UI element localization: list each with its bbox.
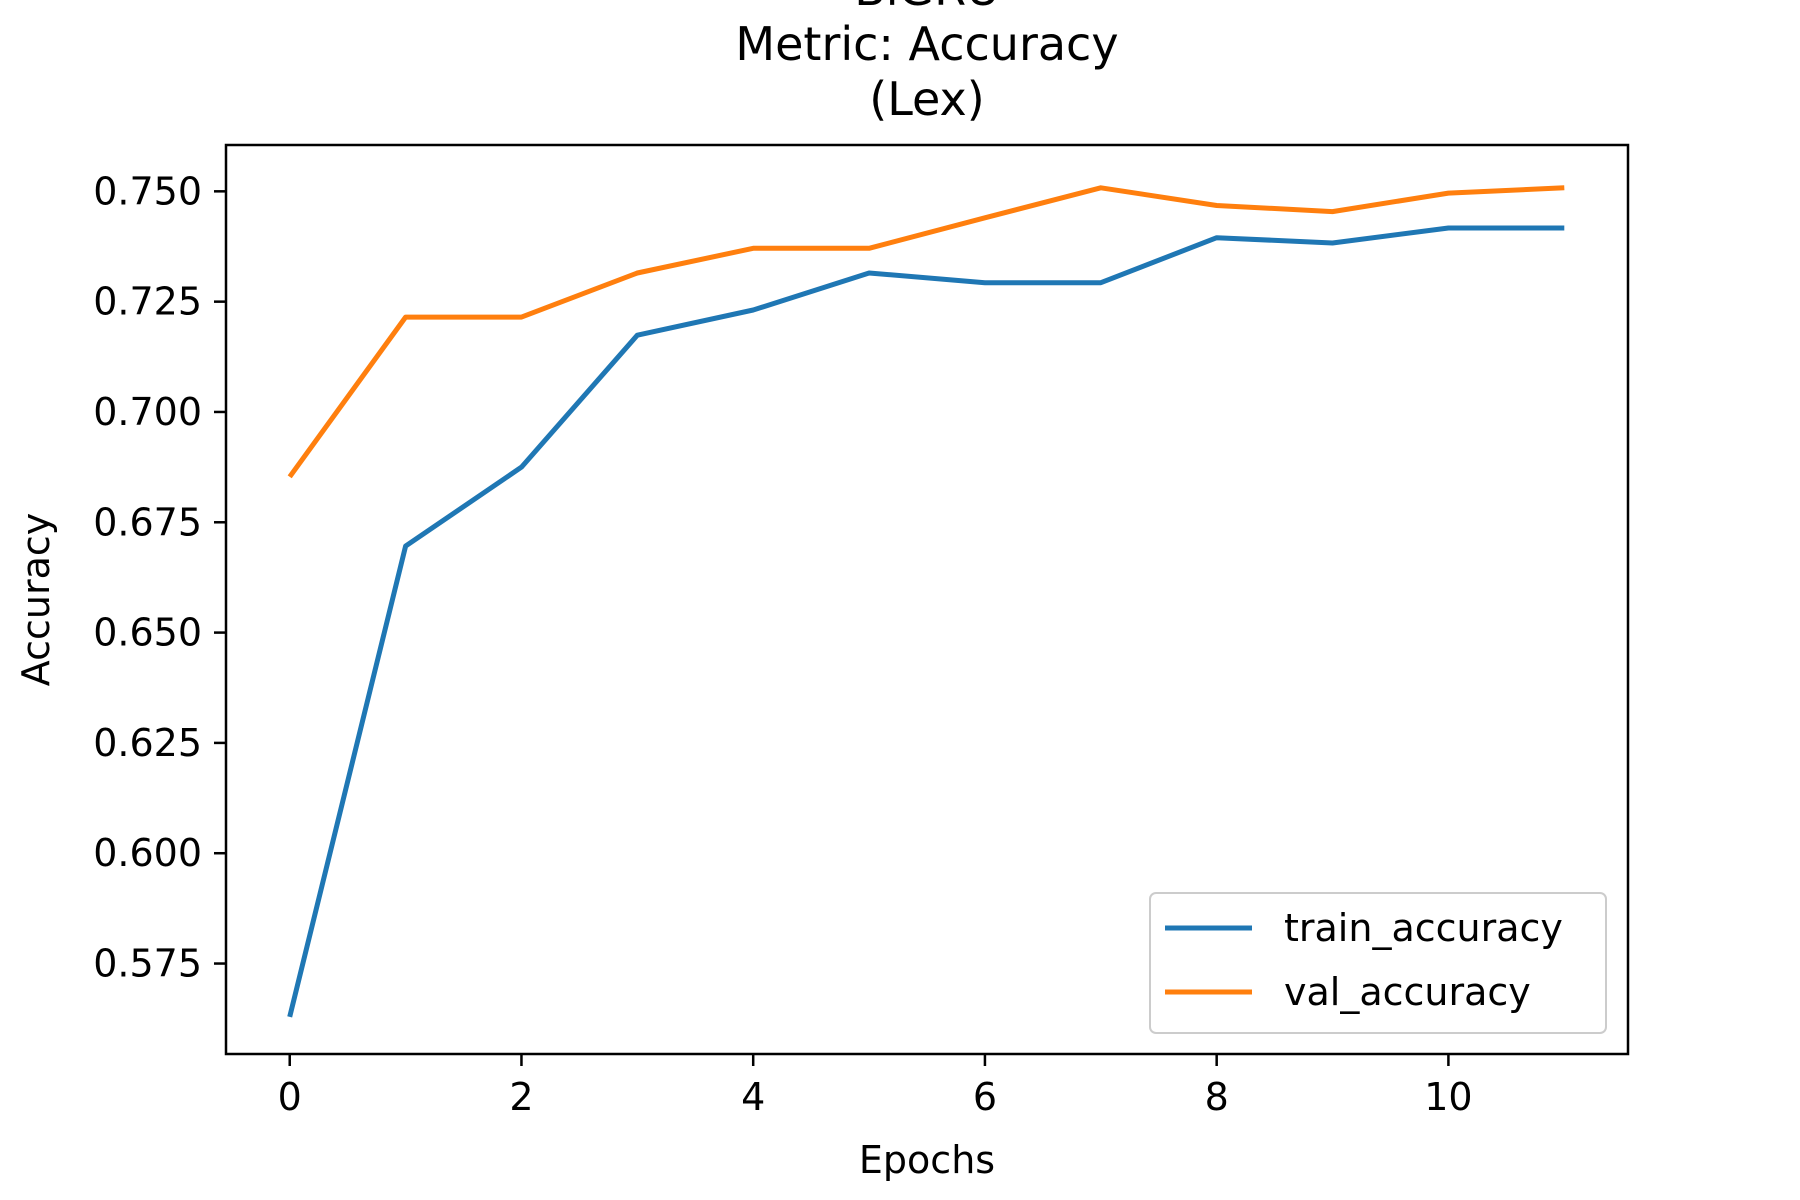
chart-title-line-1: Metric: Accuracy	[735, 17, 1118, 71]
chart-title-line-2: (Lex)	[869, 72, 984, 126]
y-tick-label: 0.575	[93, 942, 202, 986]
legend: train_accuracy val_accuracy	[1149, 892, 1607, 1034]
chart-title: BiGRUMetric: Accuracy(Lex)	[735, 0, 1118, 126]
legend-label-train_accuracy: train_accuracy	[1284, 906, 1563, 950]
series-line-val_accuracy	[287, 185, 1565, 479]
x-axis-ticks: 0 2 4 6 8 10	[278, 1054, 1473, 1119]
legend-label-val_accuracy: val_accuracy	[1284, 970, 1531, 1014]
y-axis-label: Accuracy	[14, 513, 58, 687]
series-line-train_accuracy	[287, 225, 1565, 1018]
x-tick-label: 4	[741, 1075, 765, 1119]
y-tick-label: 0.650	[93, 611, 202, 655]
y-tick-label: 0.675	[93, 500, 202, 544]
chart-title-line-0: BiGRU	[854, 0, 1000, 16]
x-axis-label: Epochs	[859, 1138, 995, 1182]
x-tick-label: 10	[1424, 1075, 1472, 1119]
x-tick-label: 0	[278, 1075, 302, 1119]
y-axis-ticks: 0.575 0.600 0.625 0.650 0.675 0.700 0.725 0.750	[93, 169, 226, 986]
plot-lines	[287, 185, 1565, 1018]
y-tick-label: 0.600	[93, 831, 202, 875]
legend-box	[1149, 892, 1607, 1034]
y-tick-label: 0.700	[93, 390, 202, 434]
x-tick-label: 6	[973, 1075, 997, 1119]
y-tick-label: 0.750	[93, 169, 202, 213]
x-tick-label: 2	[509, 1075, 533, 1119]
plot-frame	[224, 143, 1630, 1056]
x-tick-label: 8	[1205, 1075, 1229, 1119]
y-tick-label: 0.625	[93, 721, 202, 765]
y-tick-label: 0.725	[93, 280, 202, 324]
